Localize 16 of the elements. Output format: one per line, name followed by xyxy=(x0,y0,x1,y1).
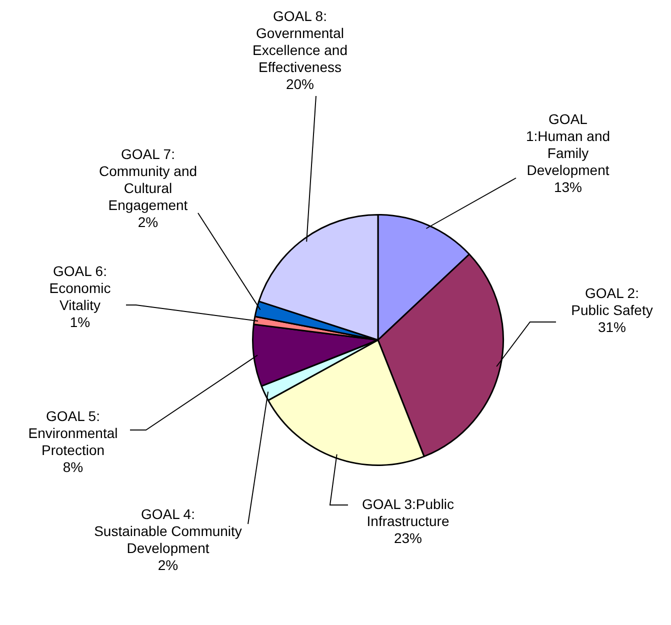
slice-label: GOAL 4: Sustainable Community Development xyxy=(94,506,242,556)
slice-label: GOAL 6: Economic Vitality xyxy=(49,262,111,313)
data-label: 8% xyxy=(62,458,84,475)
data-label: 31% xyxy=(598,318,626,335)
data-label: 1% xyxy=(70,314,90,330)
slice-label: GOAL 7: Community and Cultural Engagement xyxy=(98,146,198,213)
slice-label: GOAL 1:Human and Family Development xyxy=(526,110,610,178)
slice-label: GOAL 2: Public Safety xyxy=(571,284,653,318)
data-label: 13% xyxy=(554,178,582,195)
data-label: 2% xyxy=(138,214,158,230)
data-label: 20% xyxy=(286,76,314,92)
data-label: 23% xyxy=(394,530,422,546)
slice-label: GOAL 8: Governmental Excellence and Effectiveness xyxy=(252,8,348,75)
slice-label: GOAL 5: Environmental Protection xyxy=(28,408,118,458)
data-label: 2% xyxy=(158,556,178,573)
slice-label: GOAL 3:Public Infrastructure xyxy=(362,496,454,529)
